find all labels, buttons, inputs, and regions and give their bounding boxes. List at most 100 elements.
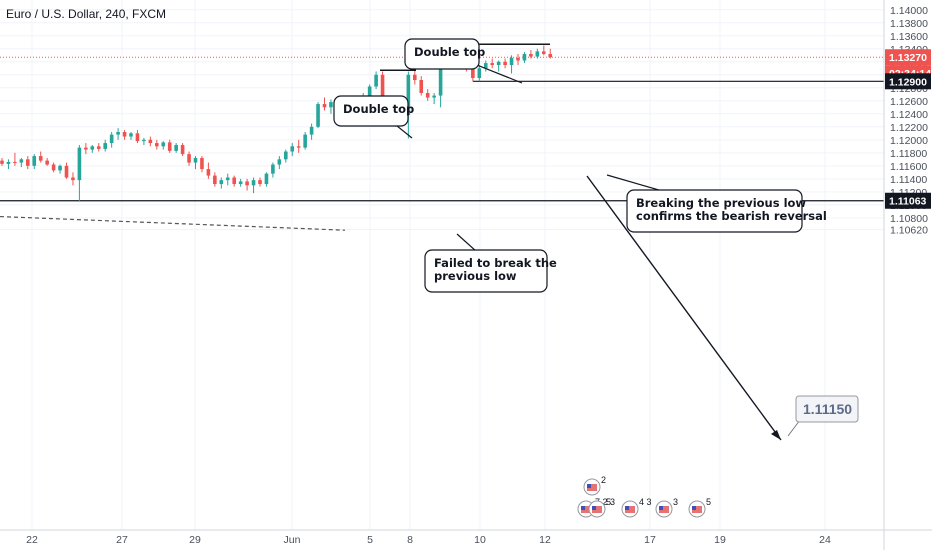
candle-body <box>155 143 159 147</box>
candle-body <box>374 74 378 87</box>
y-tick-label: 1.11400 <box>890 174 927 186</box>
event-flag-stripe <box>581 506 591 513</box>
double-top-1-callout-box <box>333 95 409 127</box>
event-marker: 2 <box>583 475 606 496</box>
candle-body <box>193 158 198 163</box>
candle-body <box>238 181 243 185</box>
event-marker: 3 <box>655 497 678 518</box>
candle-body <box>142 139 146 142</box>
breaking-low-callout-text: confirms the bearish reversal <box>636 209 827 223</box>
target-price-label: 1.11150 <box>803 401 852 417</box>
candle-body <box>419 79 424 93</box>
support-flag-bg <box>885 192 931 209</box>
candle-body <box>413 74 417 80</box>
dashed-trendline <box>0 215 346 231</box>
y-tick-label: 1.10620 <box>890 225 928 237</box>
failed-break-callout-box <box>424 249 548 293</box>
y-tick-label: 1.13600 <box>890 31 928 43</box>
candle-body <box>213 175 217 185</box>
candle-body <box>225 177 230 181</box>
x-tick-label: 19 <box>714 534 726 546</box>
y-tick-label: 1.10800 <box>890 213 928 225</box>
y-tick-label: 1.12000 <box>890 135 928 147</box>
current-price-flag-bg <box>885 49 931 66</box>
candle-body <box>96 146 101 149</box>
candle-body <box>284 151 288 160</box>
double-top-2-callout-text: Double top <box>414 45 485 59</box>
candle-body <box>490 63 494 66</box>
candle-body <box>329 102 333 108</box>
breaking-low-callout-text: Breaking the previous low <box>636 196 806 210</box>
candle-body <box>161 142 166 147</box>
candle-body <box>45 160 49 165</box>
event-flag-canton <box>692 506 696 510</box>
failed-break-callout-text: Failed to break the <box>434 256 557 270</box>
candle-body <box>509 57 514 66</box>
candle-body <box>425 92 430 98</box>
candle-body <box>290 146 295 152</box>
event-count: 7 2 3 <box>595 497 615 507</box>
candle-body <box>116 132 120 135</box>
event-flag-stripe <box>692 506 702 513</box>
candle-body <box>58 165 62 171</box>
y-tick-label: 1.11600 <box>890 161 927 173</box>
y-tick-label: 1.12200 <box>890 122 928 134</box>
candle-body <box>32 156 37 166</box>
event-flag-canton <box>592 506 596 510</box>
x-tick-label: 5 <box>367 534 373 546</box>
candle-body <box>432 95 436 98</box>
event-count: 3 <box>673 497 678 507</box>
double-top-2-callout-box <box>404 38 480 70</box>
candle-body <box>109 134 114 144</box>
target-callout: 1.11150 <box>787 395 859 437</box>
candle-body <box>64 165 69 178</box>
event-flag-stripe <box>625 506 635 513</box>
y-tick-label: 1.12400 <box>890 109 928 121</box>
candle-body <box>167 142 172 151</box>
candle-body <box>271 164 275 174</box>
breaking-low-callout-box <box>626 189 803 233</box>
candle-body <box>367 86 372 98</box>
candle-body <box>13 161 17 163</box>
event-flag-stripe <box>592 506 602 513</box>
target-box <box>795 395 859 423</box>
x-tick-label: 17 <box>644 534 656 546</box>
event-flag-canton <box>659 506 663 510</box>
projection-arrow-head <box>771 430 781 440</box>
chart-title: Euro / U.S. Dollar, 240, FXCM <box>6 7 166 21</box>
candle-body <box>180 145 185 155</box>
candle-body <box>122 132 127 137</box>
candle-body <box>187 154 191 163</box>
event-flag-stripe <box>659 506 669 513</box>
double-top-1-callout: Double top <box>333 95 414 139</box>
candle-body <box>322 104 327 108</box>
candle-body <box>129 133 133 137</box>
candle-body <box>200 158 204 170</box>
event-marker: 4 3 <box>621 497 652 518</box>
candle-body <box>406 74 411 116</box>
candle-body <box>6 161 11 164</box>
candle-body <box>206 169 211 176</box>
y-tick-label: 1.12600 <box>890 96 928 108</box>
double-top-2-callout: Double top <box>404 38 523 84</box>
candle-body <box>503 61 507 66</box>
event-flag-canton <box>625 506 629 510</box>
candle-body <box>219 180 224 185</box>
candle-body <box>148 139 153 144</box>
previous-low-flag-bg <box>885 73 931 90</box>
current-price-flag: 1.13270 <box>889 52 927 64</box>
candle-body <box>174 145 178 151</box>
y-tick-label: 1.14000 <box>890 5 928 17</box>
event-count: 5 <box>606 497 611 507</box>
candle-body <box>522 53 527 61</box>
candle-body <box>535 51 540 57</box>
candle-body <box>316 104 320 127</box>
candle-body <box>303 134 307 148</box>
candle-body <box>251 180 256 186</box>
candle-body <box>135 133 140 142</box>
